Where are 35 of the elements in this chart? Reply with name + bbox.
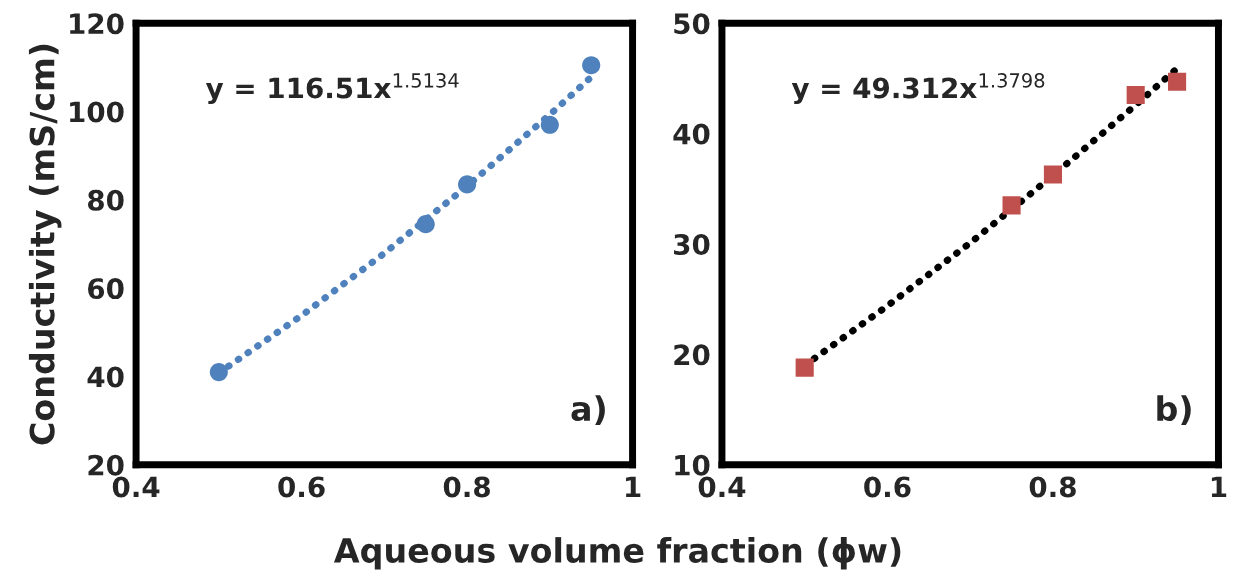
y-tick-label: 60 bbox=[88, 278, 124, 300]
point bbox=[209, 363, 228, 382]
y-tick-label: 40 bbox=[87, 366, 124, 388]
y-tick-label: 40 bbox=[673, 123, 710, 145]
point bbox=[1126, 85, 1145, 105]
x-tick-label: 0.8 bbox=[1029, 476, 1076, 498]
point bbox=[540, 115, 559, 134]
x-tick-label: 1 bbox=[1211, 476, 1227, 498]
point bbox=[1043, 165, 1062, 184]
y-axis-title: Conductivity (mS/cm) bbox=[28, 44, 62, 445]
annotation: a) bbox=[571, 395, 605, 426]
x-tick-label: 1 bbox=[626, 476, 641, 498]
annotation: b) bbox=[1157, 395, 1191, 426]
point bbox=[1168, 72, 1187, 91]
x-tick-label: 0.8 bbox=[443, 476, 490, 498]
x-tick-label: 0.4 bbox=[698, 476, 746, 498]
y-tick-label: 10 bbox=[675, 454, 710, 476]
y-tick-label: 120 bbox=[70, 13, 124, 35]
point bbox=[582, 56, 601, 75]
y-tick-label: 80 bbox=[88, 189, 124, 211]
point bbox=[795, 358, 814, 377]
point bbox=[416, 215, 435, 234]
y-tick-label: 30 bbox=[674, 233, 710, 255]
annotation: y = 116.51x$^{1.5134}$ bbox=[205, 73, 459, 105]
y-tick-label: 50 bbox=[674, 13, 710, 35]
annotation: y = 49.312x$^{1.3798}$ bbox=[791, 73, 1045, 105]
x-tick-label: 0.4 bbox=[112, 476, 160, 498]
y-tick-label: 20 bbox=[88, 454, 124, 476]
point bbox=[1002, 196, 1021, 215]
y-tick-label: 100 bbox=[70, 101, 124, 123]
x-tick-label: 0.6 bbox=[864, 476, 911, 498]
x-tick-label: 0.6 bbox=[278, 476, 325, 498]
x-axis-title: Aqueous volume fraction (ϕw) bbox=[333, 537, 901, 570]
point bbox=[458, 175, 477, 194]
y-tick-label: 20 bbox=[674, 344, 710, 366]
